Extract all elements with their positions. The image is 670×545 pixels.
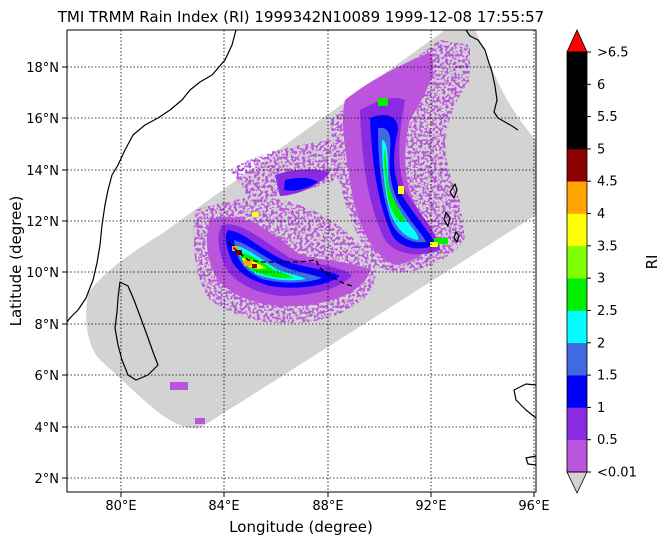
colorbar-segment xyxy=(567,245,587,279)
colorbar-under-arrow xyxy=(566,471,588,494)
map-frame xyxy=(66,29,537,493)
y-tick-label: 10°N xyxy=(26,266,59,281)
x-tick-label: 96°E xyxy=(518,499,549,514)
x-tick-label: 84°E xyxy=(208,499,239,514)
colorbar-segment xyxy=(567,52,587,85)
colorbar-segment xyxy=(567,84,587,117)
y-tick-label: 6°N xyxy=(35,369,60,384)
colorbar-segment xyxy=(567,116,587,150)
colorbar-segment xyxy=(567,213,587,247)
cyclone-track xyxy=(227,241,353,287)
y-axis-label: Latitude (degree) xyxy=(7,196,25,327)
colorbar-segment xyxy=(567,439,587,473)
colorbar-tick-label: >6.5 xyxy=(597,46,629,61)
colorbar-segment xyxy=(567,342,587,376)
sumatra-island xyxy=(525,455,536,466)
colorbar-tick-label: 5.5 xyxy=(597,110,618,125)
colorbar: <0.01 0.5 1 1.5 2 2.5 3 3.5 4 4.5 5 5.5 6 >6.5 RI xyxy=(566,29,661,494)
map-axes: 80°E 84°E 88°E 92°E 96°E 2°N 4°N 6°N 8°N… xyxy=(7,29,550,536)
andaman-islands xyxy=(443,183,458,227)
x-tick-label: 88°E xyxy=(312,499,343,514)
colorbar-tick-label: 2 xyxy=(597,336,605,351)
colorbar-tick-label: 3.5 xyxy=(597,239,618,254)
colorbar-tick-label: 4 xyxy=(597,207,605,222)
myanmar-coastline xyxy=(465,30,519,131)
y-tick-label: 4°N xyxy=(35,421,60,436)
colorbar-tick-label: <0.01 xyxy=(597,466,637,481)
y-tick-label: 2°N xyxy=(35,472,60,487)
colorbar-tick-label: 0.5 xyxy=(597,433,618,448)
y-tick-label: 16°N xyxy=(26,112,59,127)
x-tick-label: 92°E xyxy=(415,499,446,514)
sumatra-coastline xyxy=(513,383,536,419)
rain-index-field xyxy=(170,40,470,424)
colorbar-tick-label: 5 xyxy=(597,142,605,157)
colorbar-tick-label: 2.5 xyxy=(597,304,618,319)
x-tick-label: 80°E xyxy=(105,499,136,514)
colorbar-ticks: <0.01 0.5 1 1.5 2 2.5 3 3.5 4 4.5 5 5.5 6 >6.5 xyxy=(587,46,637,481)
sri-lanka-coastline xyxy=(114,281,159,381)
colorbar-tick-label: 1.5 xyxy=(597,369,618,384)
colorbar-segment xyxy=(567,278,587,311)
colorbar-segment xyxy=(567,181,587,214)
colorbar-frame xyxy=(566,51,588,473)
y-tick-label: 18°N xyxy=(26,61,59,76)
y-tick-label: 8°N xyxy=(35,318,60,333)
colorbar-tick-label: 4.5 xyxy=(597,175,618,190)
colorbar-segment xyxy=(567,148,587,182)
coastlines xyxy=(67,30,536,466)
y-tick-label: 14°N xyxy=(26,164,59,179)
y-tick-label: 12°N xyxy=(26,215,59,230)
x-axis-label: Longitude (degree) xyxy=(229,518,373,536)
colorbar-tick-label: 1 xyxy=(597,401,605,416)
colorbar-over-arrow xyxy=(566,29,588,53)
colorbar-tick-label: 6 xyxy=(597,78,605,93)
india-coastline xyxy=(67,30,237,323)
nicobar-islands xyxy=(453,231,460,243)
colorbar-segment xyxy=(567,310,587,344)
colorbar-tick-label: 3 xyxy=(597,272,605,287)
colorbar-segment xyxy=(567,407,587,440)
colorbar-label: RI xyxy=(643,255,661,270)
colorbar-segments xyxy=(567,52,587,473)
colorbar-segment xyxy=(567,375,587,408)
map-gridlines xyxy=(67,30,536,492)
map-title: TMI TRMM Rain Index (RI) 1999342N10089 1… xyxy=(57,8,544,26)
